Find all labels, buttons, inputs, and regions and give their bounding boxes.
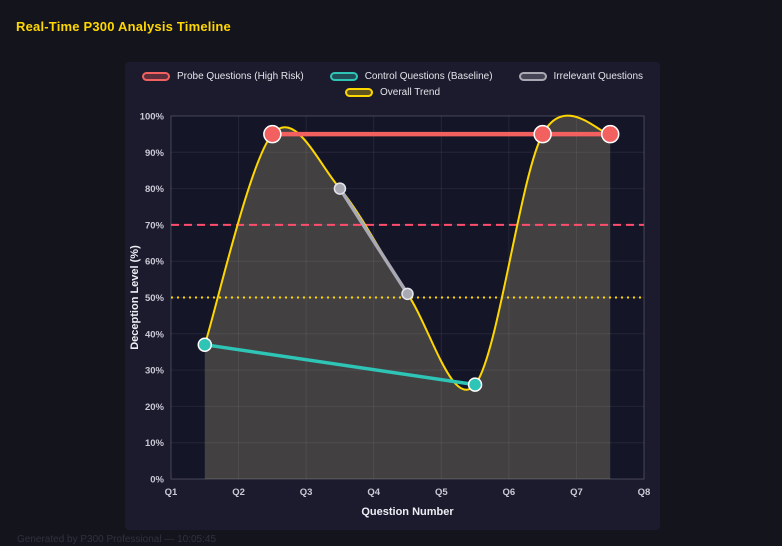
footer-generated-text: Generated by P300 Professional — 10:05:4… bbox=[17, 534, 217, 545]
svg-text:Q1: Q1 bbox=[165, 487, 178, 498]
svg-text:60%: 60% bbox=[145, 257, 165, 268]
svg-text:0%: 0% bbox=[150, 475, 164, 486]
svg-text:40%: 40% bbox=[145, 329, 165, 340]
svg-text:Q2: Q2 bbox=[232, 487, 245, 498]
svg-text:Deception Level (%): Deception Level (%) bbox=[129, 245, 141, 350]
legend-label: Control Questions (Baseline) bbox=[364, 71, 493, 82]
chart-panel: Probe Questions (High Risk) Control Quest… bbox=[125, 62, 660, 530]
legend-swatch bbox=[329, 72, 358, 81]
svg-text:Q8: Q8 bbox=[638, 487, 651, 498]
svg-text:20%: 20% bbox=[145, 402, 165, 413]
legend-swatch bbox=[141, 72, 170, 81]
svg-text:10%: 10% bbox=[145, 438, 165, 449]
svg-text:50%: 50% bbox=[145, 293, 165, 304]
legend-item: Overall Trend bbox=[344, 87, 441, 98]
svg-text:Q5: Q5 bbox=[435, 487, 448, 498]
legend-label: Probe Questions (High Risk) bbox=[176, 71, 304, 82]
svg-text:30%: 30% bbox=[145, 366, 165, 377]
svg-text:80%: 80% bbox=[145, 184, 165, 195]
svg-text:100%: 100% bbox=[140, 112, 165, 123]
svg-text:Question Number: Question Number bbox=[361, 506, 454, 518]
svg-text:Q3: Q3 bbox=[300, 487, 313, 498]
legend-item: Probe Questions (High Risk) bbox=[141, 71, 304, 82]
svg-text:Q7: Q7 bbox=[570, 487, 583, 498]
legend-swatch bbox=[518, 72, 547, 81]
svg-text:Q4: Q4 bbox=[367, 487, 380, 498]
timeline-chart: 0% 10% 20% 30% 40% 50% 60% 70% 80% 90% 100% Q1 Q2 Q3 Q… bbox=[129, 112, 651, 519]
svg-text:Q6: Q6 bbox=[503, 487, 516, 498]
legend-label: Irrelevant Questions bbox=[553, 71, 644, 82]
svg-text:70%: 70% bbox=[145, 220, 165, 231]
legend-swatch bbox=[344, 88, 373, 97]
legend-item: Control Questions (Baseline) bbox=[329, 71, 493, 82]
legend-item: Irrelevant Questions bbox=[518, 71, 644, 82]
chart-legend: Probe Questions (High Risk) Control Quest… bbox=[125, 71, 660, 98]
svg-text:90%: 90% bbox=[145, 148, 165, 159]
legend-label: Overall Trend bbox=[379, 87, 441, 98]
page-title: Real-Time P300 Analysis Timeline bbox=[16, 19, 231, 34]
